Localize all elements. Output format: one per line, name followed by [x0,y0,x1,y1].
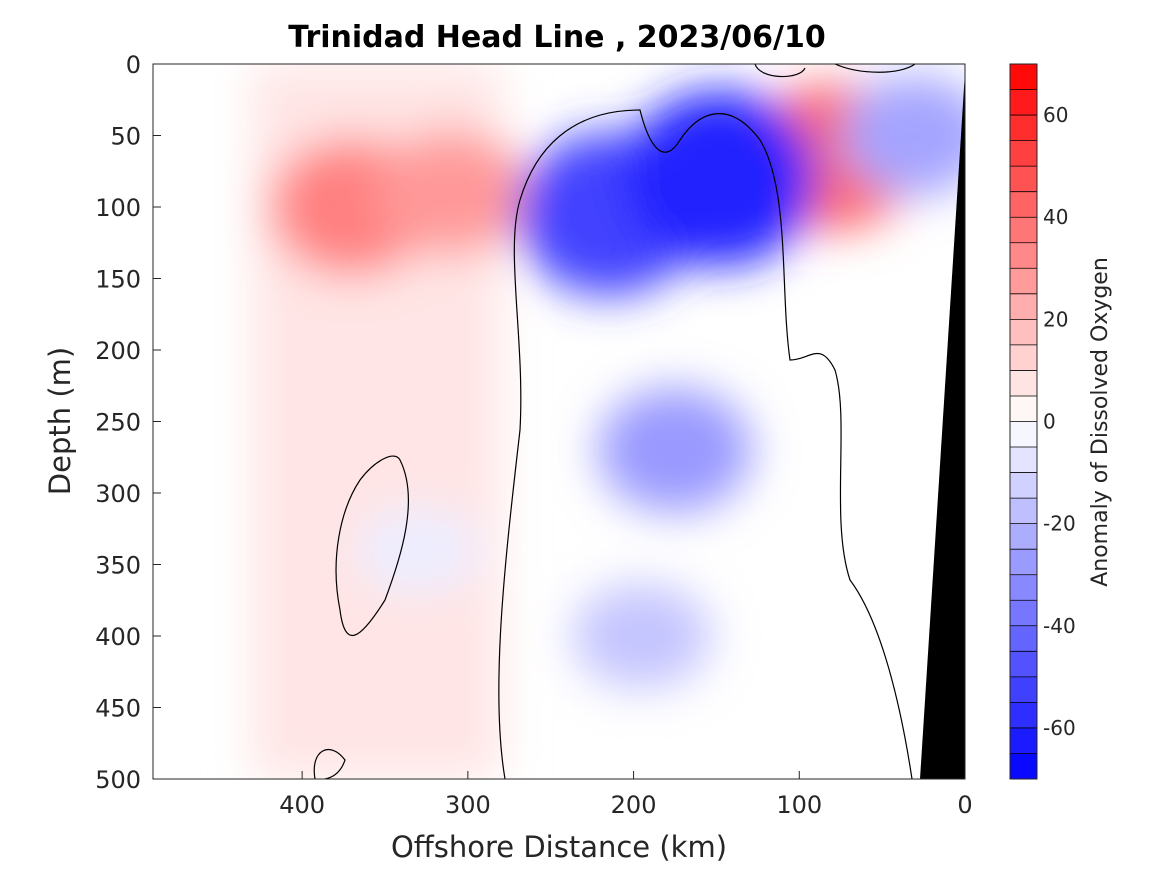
x-axis: 400 300 200 100 0 [279,771,973,819]
colorbar-frame [1009,63,1038,780]
colorbar-bands [1010,64,1037,780]
colorbar-band [1010,115,1037,142]
zero-contour-small [313,748,346,779]
zero-contour-top [754,64,916,78]
anomaly-feature [840,75,965,196]
y-tick-label: 0 [126,51,141,79]
y-tick-label: 400 [95,623,141,651]
colorbar-band [1010,370,1037,397]
anomaly-feature [572,583,712,689]
colorbar-band [1010,344,1037,371]
colorbar-band [1010,421,1037,448]
colorbar-tick-label: -20 [1043,512,1076,536]
colorbar-band [1010,166,1037,193]
y-axis: 0 50 100 150 200 250 300 350 400 450 500 [95,51,161,794]
y-tick-label: 300 [95,480,141,508]
colorbar-tick-label: 40 [1043,205,1068,229]
colorbar-tick-label: -40 [1043,614,1076,638]
colorbar-band [1010,89,1037,116]
plot-area: 400 300 200 100 0 0 50 100 150 200 250 300 350 400 45… [95,51,973,819]
bathymetry [920,72,965,779]
colorbar-band [1010,600,1037,627]
y-tick-label: 150 [95,266,141,294]
anomaly-feature [598,387,752,513]
x-tick-label: 200 [611,791,657,819]
colorbar-band [1010,498,1037,525]
x-tick-label: 400 [279,791,325,819]
colorbar: 60 40 20 0 -20 -40 -60 Anomaly of Dissolved Ox… [1009,63,1113,780]
chart-title: Trinidad Head Line , 2023/06/10 [288,20,825,55]
y-tick-label: 450 [95,695,141,723]
x-tick-label: 0 [957,791,972,819]
colorbar-band [1010,702,1037,729]
x-tick-label: 300 [445,791,491,819]
colorbar-band [1010,268,1037,295]
colorbar-band [1010,293,1037,320]
colorbar-label: Anomaly of Dissolved Oxygen [1088,257,1113,587]
zero-contour-loop [335,455,410,637]
colorbar-band [1010,549,1037,576]
x-axis-label: Offshore Distance (km) [391,830,727,864]
colorbar-band [1010,191,1037,218]
colorbar-band [1010,217,1037,244]
y-tick-label: 50 [110,123,141,151]
colorbar-band [1010,523,1037,550]
anomaly-feature [374,130,529,256]
zero-contour-line [498,109,913,779]
colorbar-tick-label: 0 [1043,410,1056,434]
colorbar-band [1010,64,1037,91]
y-tick-label: 200 [95,337,141,365]
colorbar-tick-label: -60 [1043,716,1076,740]
colorbar-band [1010,651,1037,678]
colorbar-tick-label: 60 [1043,103,1068,127]
colorbar-tick-label: 20 [1043,307,1068,331]
colorbar-band [1010,676,1037,703]
colorbar-band [1010,753,1037,780]
colorbar-band [1010,447,1037,474]
colorbar-band [1010,625,1037,652]
x-tick-label: 100 [776,791,822,819]
colorbar-band [1010,140,1037,167]
anomaly-feature [623,90,816,267]
anomaly-field [252,64,965,779]
y-tick-label: 250 [95,409,141,437]
colorbar-band [1010,395,1037,422]
colorbar-band [1010,727,1037,754]
colorbar-band [1010,242,1037,269]
y-tick-label: 500 [95,766,141,794]
y-axis-label: Depth (m) [43,347,77,495]
anomaly-feature [355,506,482,595]
y-tick-label: 100 [95,194,141,222]
colorbar-band [1010,472,1037,499]
colorbar-band [1010,319,1037,346]
colorbar-band [1010,574,1037,601]
y-tick-label: 350 [95,552,141,580]
colorbar-ticks: 60 40 20 0 -20 -40 -60 [1043,103,1076,740]
